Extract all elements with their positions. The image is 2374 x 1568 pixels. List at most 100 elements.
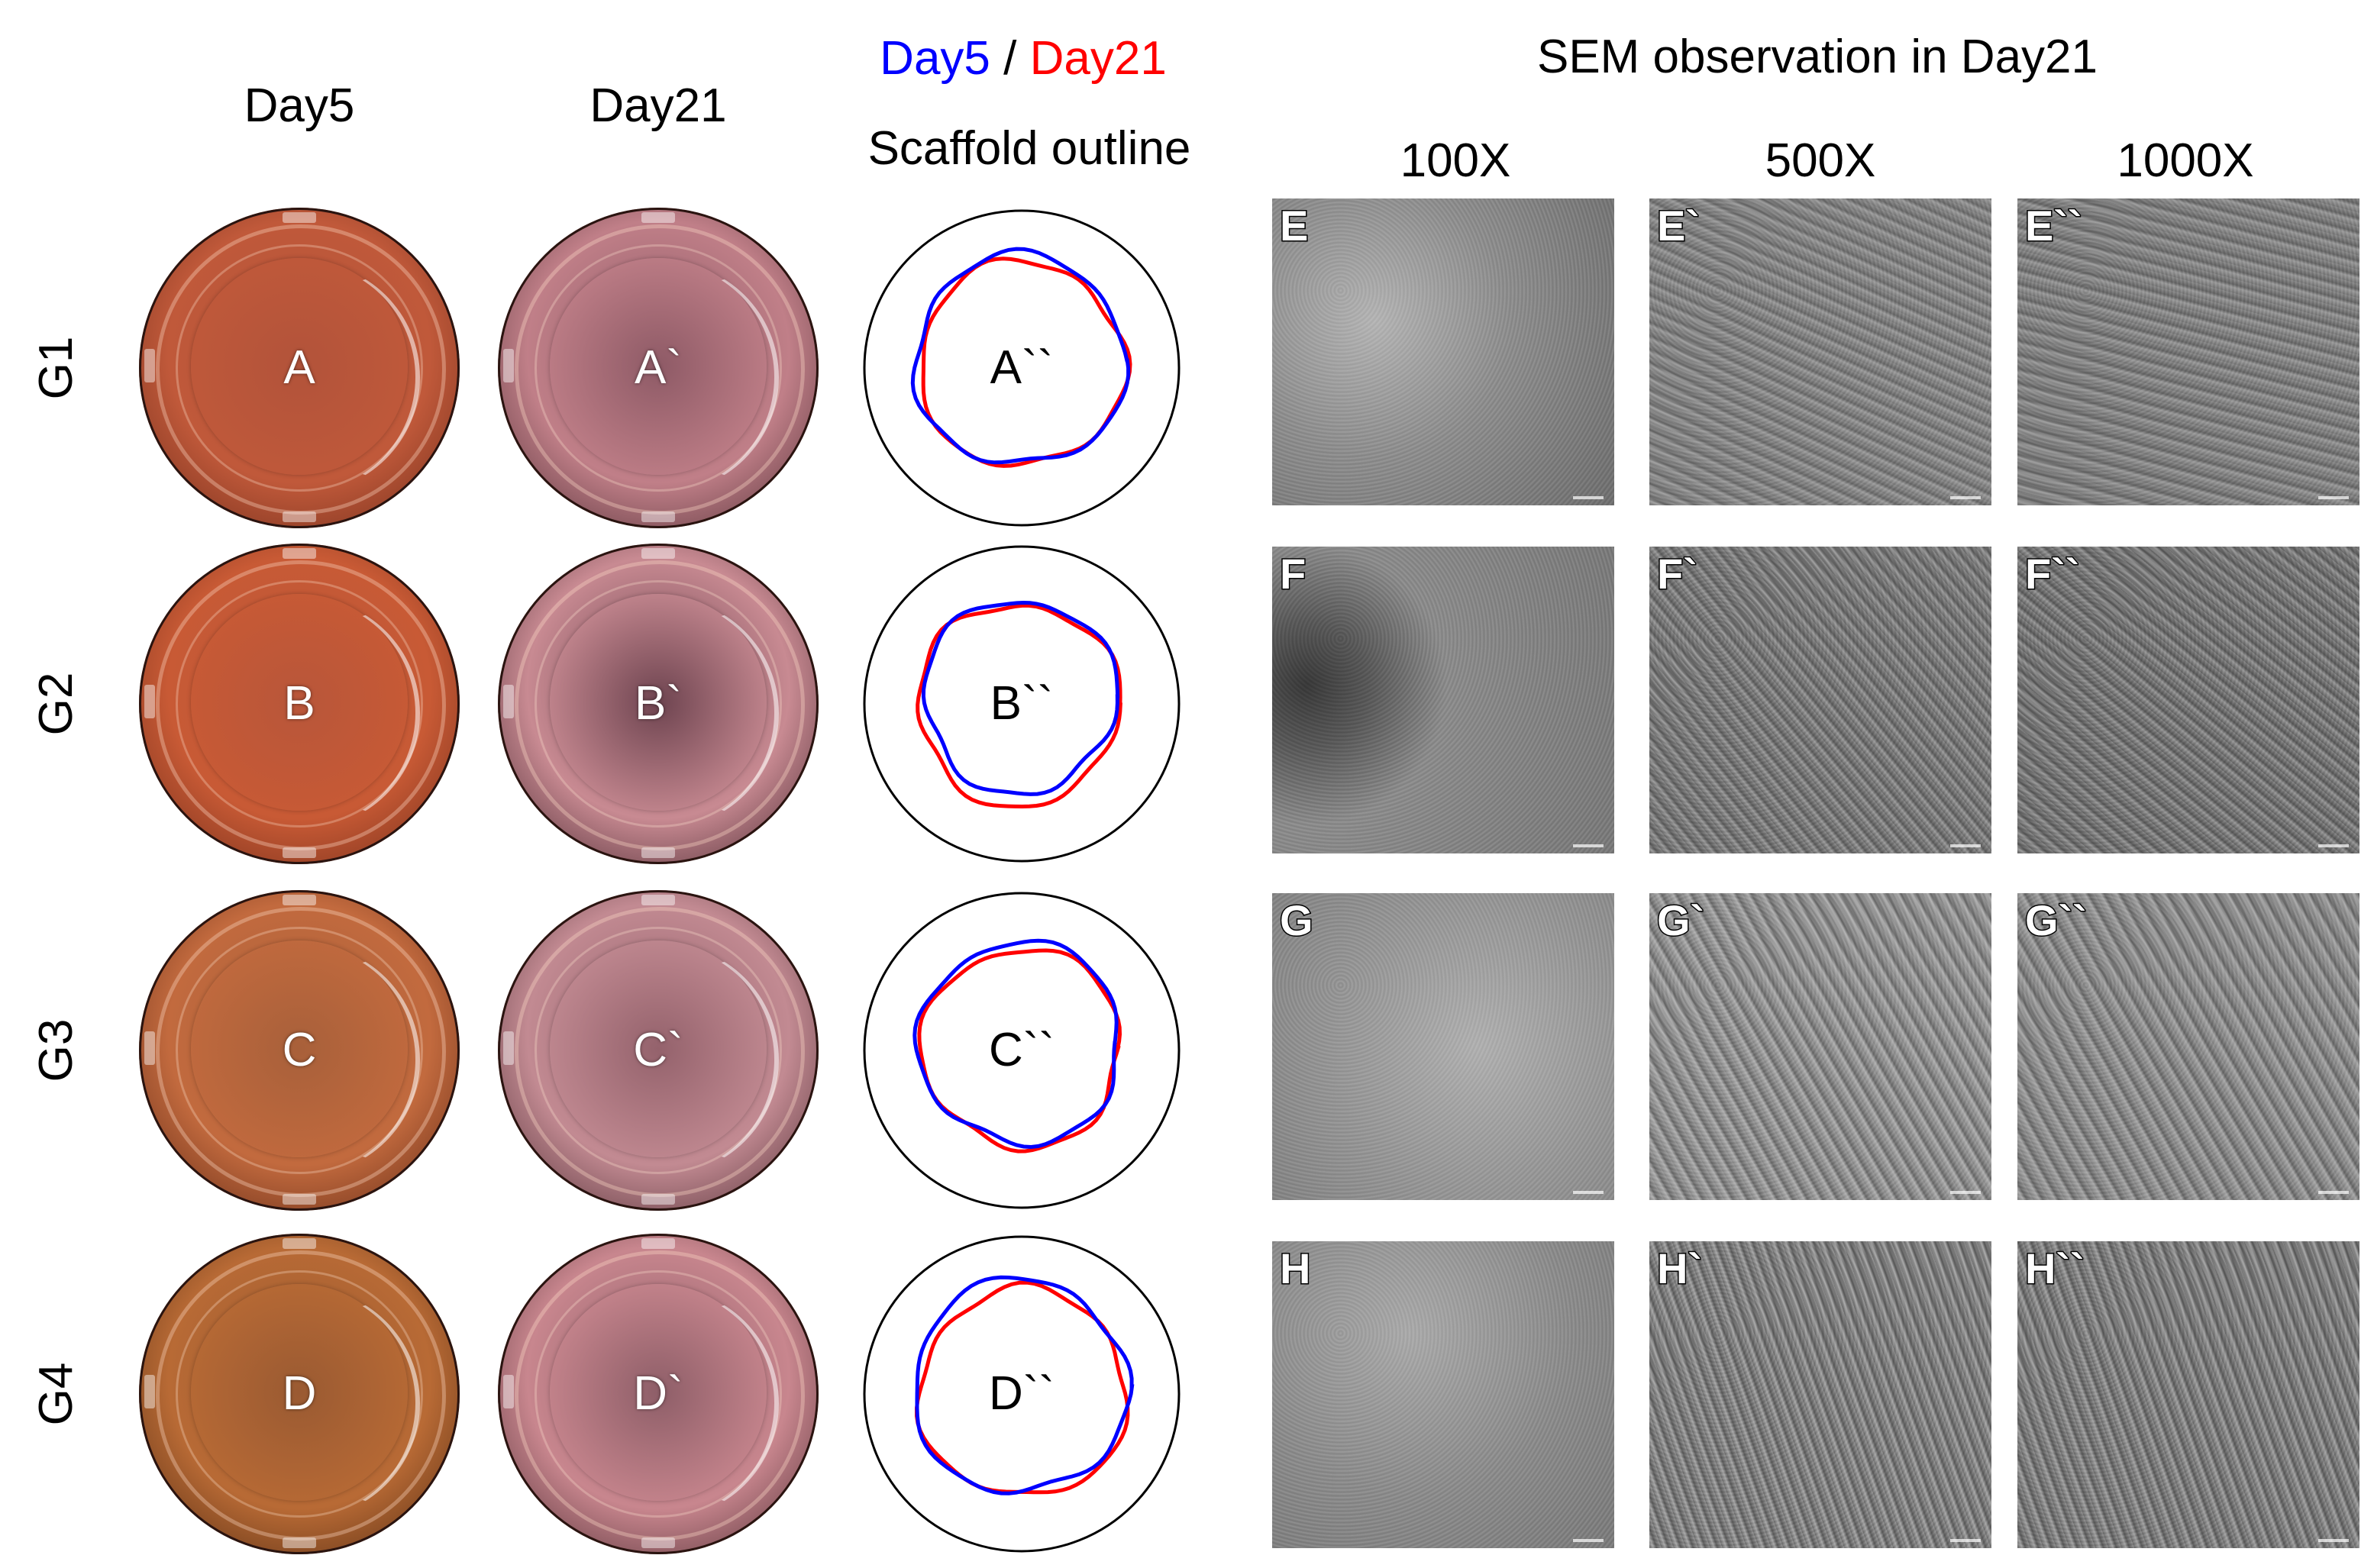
day5-outline [910,247,1131,465]
scaffold-outline-g1: A`` [861,208,1182,528]
well-glare [544,1287,779,1519]
scaffold-outline-g3: C`` [861,890,1182,1211]
header-mag-500x: 500X [1765,134,1876,187]
well-glare [185,1287,420,1519]
well-tab-top [283,212,316,223]
day21-outline [921,256,1132,468]
outline-svg [863,209,1181,527]
outline-svg [863,892,1181,1209]
well-rim [515,224,805,515]
panel-label: E` [1656,202,1701,250]
sem-100x-g2: F [1272,547,1614,853]
sem-texture [1649,1241,1991,1548]
well-day21-g2: B` [498,544,819,864]
panel-label: B` [635,677,682,730]
well-glare [185,944,420,1176]
day5-outline [915,1275,1135,1495]
panel-label: G [1279,896,1315,944]
well-rim [156,1250,446,1541]
well-tab-top [283,548,316,559]
sem-grain [2017,198,2359,505]
well-tab-top [641,548,675,559]
well-glare [185,597,420,829]
panel-label: A [283,341,315,394]
header-mag-100x: 100X [1400,134,1511,187]
well-day5-g4: D [139,1234,460,1554]
well-rim [156,907,446,1197]
well-tab-bottom [641,1537,675,1548]
sem-grain [2017,547,2359,853]
sem-500x-g3: G` [1649,893,1991,1200]
well-tab-left [144,349,155,382]
sem-1000x-g3: G`` [2017,893,2359,1200]
well-tab-bottom [641,1194,675,1205]
panel-label: G`` [2024,896,2088,944]
day21-outline [917,948,1122,1153]
scale-bar [1950,844,1981,847]
sem-texture [1272,1241,1614,1548]
well-outline-circle [863,545,1181,863]
sem-1000x-g4: H`` [2017,1241,2359,1548]
sem-texture [1649,198,1991,505]
sem-1000x-g2: F`` [2017,547,2359,853]
well-day5-g1: A [139,208,460,528]
scale-bar [1950,1539,1981,1542]
panel-label: H [1278,1244,1311,1292]
scale-bar [1573,1191,1604,1194]
panel-label: A`` [990,341,1054,394]
scale-bar [2318,496,2349,499]
sem-texture [1649,547,1991,853]
panel-label: F [1278,550,1307,598]
outline-svg [863,1235,1181,1553]
scaffold-outline-g4: D`` [861,1234,1182,1554]
sem-texture [2017,1241,2359,1548]
sem-grain [1649,198,1991,505]
sem-grain [1649,1241,1991,1548]
well-day21-g3: C` [498,890,819,1211]
sem-grain [2017,1241,2359,1548]
sem-texture [2017,547,2359,853]
well-rim [156,224,446,515]
panel-label: A` [635,341,682,394]
well-rim [515,560,805,850]
sem-500x-g2: F` [1649,547,1991,853]
panel-label: B`` [990,677,1054,730]
well-rim [515,907,805,1197]
row-label-g2: G2 [30,672,82,736]
scale-bar [1573,844,1604,847]
well-tab-bottom [283,847,316,858]
well-tab-left [503,1031,514,1065]
well-tab-bottom [641,847,675,858]
sem-grain [1649,547,1991,853]
scale-bar [2318,1191,2349,1194]
day5-outline [921,600,1120,796]
well-tab-bottom [283,1537,316,1548]
well-day5-g3: C [139,890,460,1211]
header-mag-1000x: 1000X [2117,134,2254,187]
panel-label: C` [633,1024,683,1076]
well-tab-top [641,212,675,223]
panel-label: C [282,1024,317,1076]
scale-bar [1573,496,1604,499]
well-tab-top [641,895,675,905]
well-glare [544,597,779,829]
well-tab-top [641,1238,675,1249]
header-day5: Day5 [244,79,355,132]
sem-grain [1272,547,1614,853]
sem-500x-g1: E` [1649,198,1991,505]
outline-svg [863,545,1181,863]
sem-texture [1272,547,1614,853]
well-rim [156,560,446,850]
legend-day21: Day21 [1029,32,1167,85]
sem-grain [1649,893,1991,1200]
well-tab-top [283,895,316,905]
scale-bar [1573,1539,1604,1542]
sem-grain [2017,893,2359,1200]
well-day5-g2: B [139,544,460,864]
panel-label: G` [1655,896,1705,944]
panel-label: D`` [988,1367,1055,1420]
well-tab-top [283,1238,316,1249]
sem-500x-g4: H` [1649,1241,1991,1548]
well-tab-left [144,1031,155,1065]
